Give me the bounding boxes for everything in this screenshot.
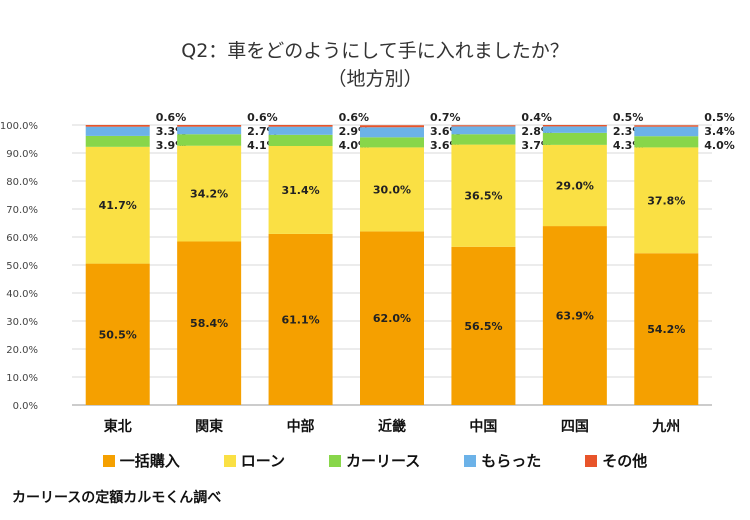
bar-segment bbox=[85, 263, 150, 405]
data-label: 61.1% bbox=[281, 313, 319, 326]
bar-segment bbox=[451, 246, 516, 405]
chart-title: Q2：車をどのようにして手に入れましたか？ bbox=[181, 40, 569, 62]
x-tick-label: 中国 bbox=[469, 418, 497, 435]
bar-segment bbox=[177, 145, 242, 242]
y-tick-label: 70.0% bbox=[6, 205, 38, 216]
data-label: 58.4% bbox=[190, 317, 228, 330]
data-label: 0.6% bbox=[247, 111, 278, 124]
data-label: 36.5% bbox=[464, 190, 502, 203]
bar-segment bbox=[634, 125, 699, 127]
data-label: 63.9% bbox=[556, 310, 594, 323]
x-tick-label: 九州 bbox=[651, 419, 680, 435]
bar-segment bbox=[360, 127, 424, 138]
data-label: 29.0% bbox=[556, 179, 594, 192]
x-tick-label: 東北 bbox=[104, 418, 132, 435]
bar-segment bbox=[542, 126, 607, 133]
bar-segment bbox=[451, 126, 516, 135]
data-label: 54.2% bbox=[647, 323, 685, 336]
bar-segment bbox=[85, 146, 150, 264]
data-label: 0.6% bbox=[156, 111, 187, 124]
legend-item: その他 bbox=[585, 450, 647, 471]
y-tick-label: 100.0% bbox=[0, 121, 38, 132]
y-tick-label: 0.0% bbox=[13, 401, 38, 412]
bar-segment bbox=[360, 125, 424, 128]
bar-segment bbox=[360, 137, 424, 148]
legend-label: ローン bbox=[240, 452, 285, 470]
data-label: 37.8% bbox=[647, 194, 685, 207]
bar-segment bbox=[360, 231, 424, 405]
y-tick-label: 90.0% bbox=[6, 149, 38, 160]
chart-legend: 一括購入 ローン カーリース もらった その他 bbox=[0, 450, 750, 471]
y-tick-label: 30.0% bbox=[6, 317, 38, 328]
legend-swatch bbox=[328, 454, 341, 467]
source-credit: カーリースの定額カルモくん調べ bbox=[12, 490, 222, 506]
data-label: 31.4% bbox=[281, 184, 319, 197]
bar-segment bbox=[360, 147, 424, 232]
bar-segment bbox=[268, 233, 333, 405]
legend-swatch bbox=[102, 454, 115, 467]
data-label: 62.0% bbox=[373, 312, 411, 325]
bar-segment bbox=[177, 134, 242, 146]
legend-label: その他 bbox=[602, 452, 648, 470]
legend-item: もらった bbox=[464, 450, 541, 471]
bar-segment bbox=[177, 125, 242, 127]
data-label: 0.4% bbox=[521, 111, 552, 124]
x-tick-label: 四国 bbox=[561, 419, 589, 435]
chart-subtitle: （地方別） bbox=[327, 68, 423, 90]
bar-segment bbox=[542, 132, 607, 145]
bar-segment bbox=[451, 134, 516, 145]
y-tick-label: 40.0% bbox=[6, 289, 38, 300]
bar-segment bbox=[85, 126, 150, 136]
legend-item: カーリース bbox=[328, 450, 421, 471]
legend-item: 一括購入 bbox=[102, 450, 180, 471]
bar-segment bbox=[451, 144, 516, 247]
bar-segment bbox=[177, 241, 242, 405]
y-tick-label: 80.0% bbox=[6, 177, 38, 188]
bar-segment bbox=[451, 125, 516, 127]
y-tick-label: 10.0% bbox=[6, 373, 38, 384]
bar-segment bbox=[634, 136, 699, 148]
bar-segment bbox=[268, 134, 333, 146]
bar-segment bbox=[634, 253, 699, 405]
bar-segment bbox=[268, 126, 333, 135]
legend-swatch bbox=[223, 454, 236, 467]
bar-segment bbox=[268, 125, 333, 127]
bar-segment bbox=[268, 146, 333, 234]
legend-label: もらった bbox=[481, 452, 542, 470]
bar-segment bbox=[85, 125, 150, 127]
x-tick-label: 近畿 bbox=[378, 418, 406, 435]
data-label: 56.5% bbox=[464, 320, 502, 333]
data-label: 4.0% bbox=[704, 139, 735, 152]
legend-label: カーリース bbox=[345, 452, 421, 470]
bar-segment bbox=[85, 135, 150, 147]
data-label: 30.0% bbox=[373, 183, 411, 196]
bar-segment bbox=[542, 226, 607, 405]
legend-swatch bbox=[464, 454, 477, 467]
bar-segment bbox=[177, 126, 242, 135]
bar-segment bbox=[634, 147, 699, 254]
legend-label: 一括購入 bbox=[119, 452, 180, 470]
data-label: 0.6% bbox=[339, 111, 370, 124]
bar-segment bbox=[542, 144, 607, 227]
data-label: 0.5% bbox=[704, 111, 735, 124]
x-tick-label: 中部 bbox=[287, 418, 315, 435]
data-label: 41.7% bbox=[99, 199, 137, 212]
data-label: 34.2% bbox=[190, 188, 228, 201]
legend-item: ローン bbox=[223, 450, 285, 471]
data-label: 3.4% bbox=[704, 125, 735, 138]
data-label: 0.5% bbox=[613, 111, 644, 124]
x-tick-label: 関東 bbox=[195, 418, 223, 435]
bar-segment bbox=[542, 125, 607, 127]
data-label: 0.7% bbox=[430, 111, 461, 124]
bar-segment bbox=[634, 126, 699, 137]
legend-swatch bbox=[585, 454, 598, 467]
y-tick-label: 60.0% bbox=[6, 233, 38, 244]
data-label: 50.5% bbox=[99, 328, 137, 341]
y-tick-label: 50.0% bbox=[6, 261, 38, 272]
y-tick-label: 20.0% bbox=[6, 345, 38, 356]
